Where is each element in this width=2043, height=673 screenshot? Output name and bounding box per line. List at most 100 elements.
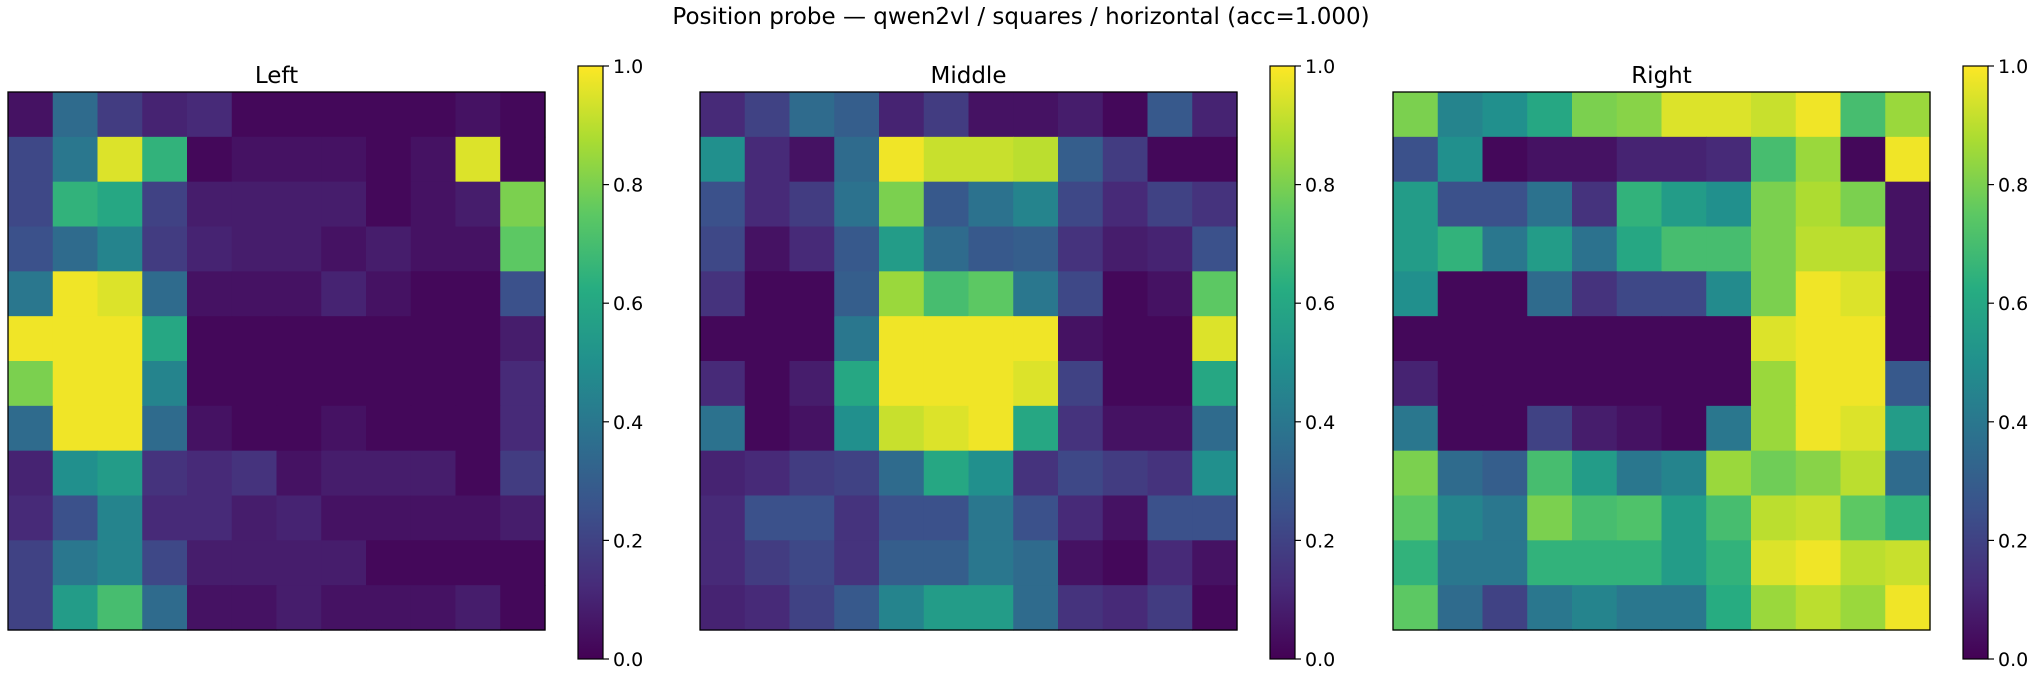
heatmap-cell (1393, 271, 1439, 317)
heatmap-cell (1751, 540, 1797, 586)
heatmap-cell (1840, 136, 1886, 183)
heatmap-cell (1013, 92, 1059, 138)
heatmap-cell (321, 181, 367, 228)
heatmap-cell (8, 226, 54, 272)
heatmap-cell (1058, 92, 1104, 138)
heatmap-cell (744, 405, 791, 452)
colorbar-tick-label: 0.8 (1998, 175, 2028, 197)
heatmap-cell (366, 92, 412, 138)
heatmap-cell (410, 181, 457, 228)
heatmap-cell (1013, 226, 1059, 272)
heatmap-cell (968, 405, 1014, 452)
heatmap-cell (187, 361, 233, 407)
heatmap-cell (968, 585, 1014, 631)
heatmap-cell (879, 361, 925, 407)
heatmap-cell (500, 136, 546, 183)
heatmap-cell (1885, 405, 1931, 452)
heatmap-cell (1885, 495, 1931, 541)
heatmap-cell (455, 316, 501, 362)
heatmap-cell (1192, 361, 1238, 407)
heatmap-cell (700, 361, 746, 407)
heatmap-cell (1527, 92, 1573, 138)
heatmap-cell (1706, 92, 1752, 138)
heatmap-cell (410, 585, 457, 631)
heatmap-cell (1527, 226, 1573, 272)
heatmap-cell (1058, 316, 1104, 362)
heatmap-cell (321, 585, 367, 631)
heatmap-cell (187, 540, 233, 586)
heatmap-cell (231, 495, 278, 541)
heatmap-cell (1751, 271, 1797, 317)
heatmap-cell (1616, 136, 1663, 183)
heatmap-cell (1616, 92, 1663, 138)
heatmap-cell (1706, 405, 1752, 452)
heatmap-cell (834, 271, 880, 317)
heatmap-cell (1058, 450, 1104, 497)
heatmap-cell (366, 316, 412, 362)
heatmap-cell (1393, 540, 1439, 586)
heatmap-cell (455, 361, 501, 407)
heatmap-cell (231, 226, 278, 272)
heatmap-cell (500, 405, 546, 452)
panel-title: Left (255, 63, 298, 89)
heatmap-cell (97, 450, 143, 497)
heatmap-cell (455, 450, 501, 497)
heatmap-cell (366, 181, 412, 228)
heatmap-cell (187, 585, 233, 631)
heatmap-frame (699, 91, 1238, 631)
heatmap-cell (1393, 450, 1439, 497)
heatmap-panel-right: Right 0.0 0.2 0.4 0.6 0.8 1.0 (1392, 56, 2028, 671)
heatmap-cell (1058, 540, 1104, 586)
heatmap-cell (410, 92, 457, 138)
heatmap-cell (1840, 450, 1886, 497)
heatmap-cell (1102, 450, 1149, 497)
heatmap-cell (187, 181, 233, 228)
heatmap-cell (366, 585, 412, 631)
heatmap-cell (8, 361, 54, 407)
heatmap-cell (1013, 271, 1059, 317)
colorbar-tick-label: 1.0 (1998, 56, 2028, 78)
heatmap-cell (1058, 405, 1104, 452)
heatmap-cell (789, 316, 835, 362)
heatmap-cell (97, 92, 143, 138)
heatmap-cell (97, 405, 143, 452)
heatmap-cell (187, 495, 233, 541)
panel-title: Right (1631, 63, 1692, 89)
heatmap-cell (500, 92, 546, 138)
heatmap-cell (744, 361, 791, 407)
heatmap-cell (276, 361, 322, 407)
heatmap-cell (142, 405, 188, 452)
heatmap-cell (276, 316, 322, 362)
heatmap-cell (1751, 361, 1797, 407)
heatmap-cell (187, 136, 233, 183)
heatmap-cell (1393, 181, 1439, 228)
heatmap-cell (97, 495, 143, 541)
heatmap-cell (834, 495, 880, 541)
heatmap-cell (1885, 361, 1931, 407)
heatmap-cell (366, 405, 412, 452)
heatmap-cell (1393, 226, 1439, 272)
heatmap-cell (1840, 316, 1886, 362)
heatmap-cell (1102, 405, 1149, 452)
colorbar-tick-label: 0.4 (1305, 412, 1335, 434)
heatmap-cell (1751, 450, 1797, 497)
heatmap-cell (879, 92, 925, 138)
heatmap-cell (1527, 181, 1573, 228)
colorbar-gradient (1962, 65, 1989, 660)
heatmap-cell (97, 316, 143, 362)
heatmap-cell (1102, 361, 1149, 407)
heatmap-cell (1147, 271, 1193, 317)
heatmap-cell (834, 450, 880, 497)
heatmap-cell (455, 271, 501, 317)
heatmap-cell (1885, 540, 1931, 586)
heatmap-cell (321, 136, 367, 183)
heatmap-cell (500, 540, 546, 586)
heatmap-cell (923, 540, 970, 586)
heatmap-cell (1706, 585, 1752, 631)
colorbar-tick-label: 0.8 (613, 175, 643, 197)
heatmap-cell (455, 181, 501, 228)
heatmap-cell (276, 585, 322, 631)
heatmap-cell (700, 495, 746, 541)
heatmap-cell (231, 136, 278, 183)
heatmap-cell (52, 495, 99, 541)
